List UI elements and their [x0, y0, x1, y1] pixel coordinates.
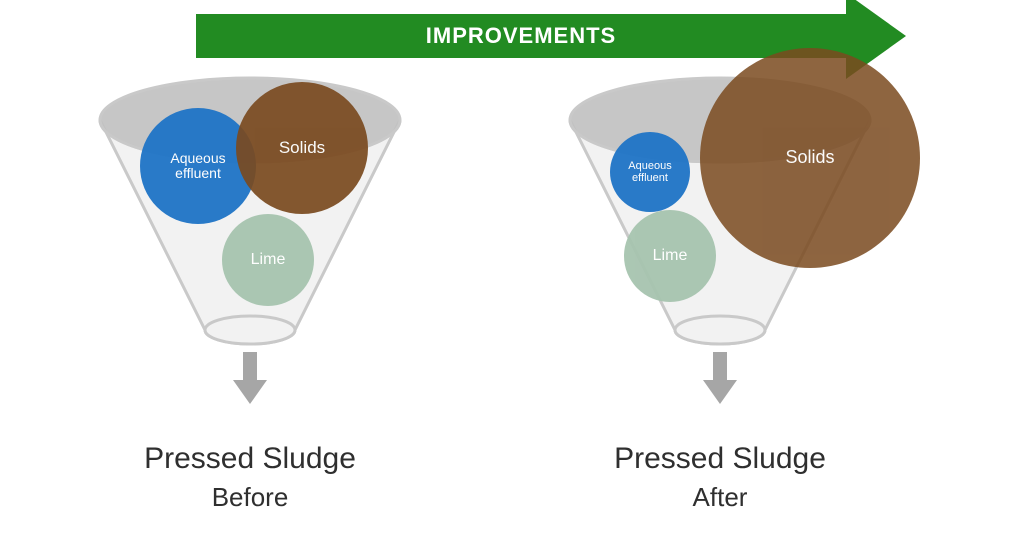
- bubble-aqueous-after-label: Aqueous effluent: [610, 160, 690, 184]
- bubble-lime-after: Lime: [624, 210, 716, 302]
- bubble-lime-after-label: Lime: [647, 247, 694, 265]
- diagram-stage: IMPROVEMENTS Aqueous effluent Solids Lim…: [0, 0, 1024, 546]
- bubble-lime-before: Lime: [222, 214, 314, 306]
- bubble-solids-before-label: Solids: [273, 139, 331, 158]
- down-arrow-after: [703, 352, 737, 404]
- funnel-before: Aqueous effluent Solids Lime: [90, 70, 410, 400]
- improvements-arrow-bar: IMPROVEMENTS: [196, 14, 846, 58]
- caption-after-line2: After: [560, 482, 880, 513]
- caption-before: Pressed Sludge Before: [90, 442, 410, 513]
- bubble-solids-after: Solids: [700, 48, 920, 268]
- caption-before-line2: Before: [90, 482, 410, 513]
- bubble-solids-before: Solids: [236, 82, 368, 214]
- bubble-solids-after-label: Solids: [779, 148, 840, 168]
- down-arrow-before: [233, 352, 267, 404]
- improvements-label: IMPROVEMENTS: [426, 23, 616, 49]
- bubble-aqueous-after: Aqueous effluent: [610, 132, 690, 212]
- caption-before-line1: Pressed Sludge: [90, 442, 410, 476]
- caption-after: Pressed Sludge After: [560, 442, 880, 513]
- bubble-lime-before-label: Lime: [245, 251, 292, 269]
- caption-after-line1: Pressed Sludge: [560, 442, 880, 476]
- funnel-after: Aqueous effluent Lime Solids: [560, 70, 880, 400]
